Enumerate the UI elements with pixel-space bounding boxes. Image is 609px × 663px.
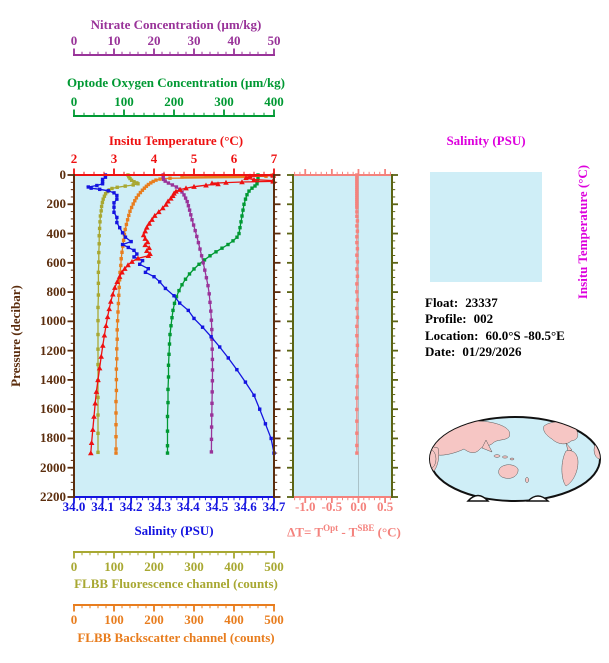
tick-label: 100 bbox=[104, 559, 124, 574]
tick-label: 1800 bbox=[40, 430, 66, 446]
temperature-axis-title: Insitu Temperature (°C) bbox=[108, 133, 244, 148]
tick-label: 1600 bbox=[40, 401, 66, 417]
tick-label: 200 bbox=[144, 612, 164, 627]
tick-label: 400 bbox=[46, 225, 67, 241]
tick-label: 300 bbox=[184, 559, 204, 574]
backscatter-axis-title: FLBB Backscatter channel (counts) bbox=[77, 630, 275, 645]
tick-label: 2200 bbox=[40, 489, 66, 504]
tick-label: 34.2 bbox=[119, 499, 143, 514]
tick-label: -0.5 bbox=[321, 499, 343, 514]
tick-label: 0 bbox=[70, 33, 78, 48]
date-line: Date: 01/29/2026 bbox=[425, 343, 522, 359]
tick-label: 40 bbox=[227, 33, 241, 48]
delta-t-axis-title: ΔT= TOpt - TSBE (°C) bbox=[287, 523, 401, 540]
tick-label: 400 bbox=[264, 94, 284, 109]
float-info-block: Float: 23337 Profile: 002 Location: 60.0°S … bbox=[425, 295, 565, 360]
tick-label: 34.3 bbox=[148, 499, 172, 514]
salinity-axis-title: Salinity (PSU) bbox=[134, 523, 214, 538]
tick-label: 7 bbox=[270, 151, 278, 166]
tick-label: 2000 bbox=[40, 459, 66, 475]
tick-label: 1200 bbox=[40, 342, 66, 358]
tick-label: 0 bbox=[59, 167, 67, 182]
tick-label: 300 bbox=[214, 94, 234, 109]
tick-label: 50 bbox=[267, 33, 281, 48]
date-value: 01/29/2026 bbox=[462, 343, 522, 359]
tick-label: 200 bbox=[144, 559, 164, 574]
ts-salinity-axis-title: Salinity (PSU) bbox=[446, 133, 526, 148]
tick-label: 100 bbox=[104, 612, 124, 627]
tick-label: 0.0 bbox=[350, 499, 367, 514]
tick-label: 600 bbox=[46, 254, 67, 270]
location-value: 60.0°S -80.5°E bbox=[485, 327, 565, 343]
tick-label: 34.5 bbox=[205, 499, 229, 514]
tick-label: 20 bbox=[147, 33, 161, 48]
tick-label: 6 bbox=[230, 151, 238, 166]
pressure-axis-title: Pressure (decibar) bbox=[8, 285, 23, 387]
tick-label: 200 bbox=[164, 94, 184, 109]
tick-label: 0 bbox=[70, 94, 78, 109]
oxygen-axis-title: Optode Oxygen Concentration (µm/kg) bbox=[66, 75, 286, 90]
tick-label: 5 bbox=[190, 151, 198, 166]
tick-label: 400 bbox=[224, 612, 244, 627]
map-projection-notch bbox=[526, 495, 550, 502]
tick-label: 800 bbox=[46, 284, 67, 300]
profile-value: 002 bbox=[473, 311, 494, 327]
tick-label: 3 bbox=[110, 151, 118, 166]
tick-label: 200 bbox=[46, 196, 67, 212]
tick-label: 300 bbox=[184, 612, 204, 627]
tick-label: 2 bbox=[70, 151, 78, 166]
map-projection-notch bbox=[466, 494, 490, 502]
tick-label: 10 bbox=[107, 33, 121, 48]
tick-label: 34.6 bbox=[234, 499, 257, 514]
tick-label: 0 bbox=[70, 612, 78, 627]
tick-label: 34.0 bbox=[62, 499, 86, 514]
nitrate-axis-title: Nitrate Concentration (µm/kg) bbox=[90, 17, 262, 32]
fluorescence-axis-title: FLBB Fluorescence channel (counts) bbox=[74, 576, 278, 591]
world-map bbox=[429, 416, 601, 502]
tick-label: 100 bbox=[114, 94, 134, 109]
ts-temperature-axis-title: Insitu Temperature (°C) bbox=[575, 164, 590, 300]
tick-label: 0 bbox=[70, 559, 78, 574]
profile-line: Profile: 002 bbox=[425, 311, 494, 327]
tick-label: 0.5 bbox=[376, 499, 394, 514]
tick-label: 34.4 bbox=[176, 499, 200, 514]
tick-label: 500 bbox=[264, 559, 284, 574]
tick-label: 30 bbox=[187, 33, 201, 48]
location-line: Location: 60.0°S -80.5°E bbox=[425, 327, 565, 343]
float-id-value: 23337 bbox=[465, 295, 498, 310]
tick-label: 4 bbox=[150, 151, 158, 166]
tick-label: 1000 bbox=[40, 313, 66, 329]
tick-label: 400 bbox=[224, 559, 244, 574]
float-id-line: Float: 23337 bbox=[425, 295, 498, 310]
tick-label: 1400 bbox=[40, 371, 66, 387]
tick-label: -1.0 bbox=[294, 499, 316, 514]
tick-label: 34.7 bbox=[262, 499, 286, 514]
tick-label: 34.1 bbox=[91, 499, 114, 514]
tick-label: 500 bbox=[264, 612, 284, 627]
